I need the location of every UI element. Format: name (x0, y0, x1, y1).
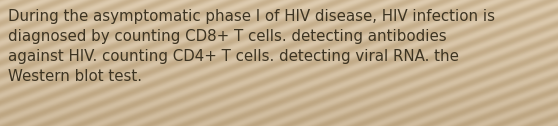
Bar (0, 42, 558, 46)
Bar (0, 46, 558, 50)
Bar (0, 76, 558, 80)
Bar (0, 113, 558, 118)
Bar (0, 17, 558, 21)
Bar (0, 67, 558, 71)
Bar (0, 118, 558, 122)
Bar (0, 50, 558, 55)
Bar (0, 105, 558, 109)
Bar (0, 109, 558, 113)
Bar (0, 88, 558, 92)
Bar (0, 38, 558, 42)
Bar (0, 34, 558, 38)
Bar (0, 0, 558, 4)
Bar (0, 84, 558, 88)
Bar (0, 101, 558, 105)
Bar (0, 59, 558, 63)
Bar (0, 122, 558, 126)
Bar (0, 29, 558, 34)
Bar (0, 8, 558, 13)
Text: During the asymptomatic phase I of HIV disease, HIV infection is
diagnosed by co: During the asymptomatic phase I of HIV d… (8, 9, 495, 84)
Bar (0, 92, 558, 97)
Bar (0, 97, 558, 101)
Bar (0, 55, 558, 59)
Bar (0, 13, 558, 17)
Bar (0, 71, 558, 76)
Bar (0, 63, 558, 67)
Bar (0, 21, 558, 25)
Bar (0, 4, 558, 8)
Bar (0, 25, 558, 29)
Bar (0, 80, 558, 84)
